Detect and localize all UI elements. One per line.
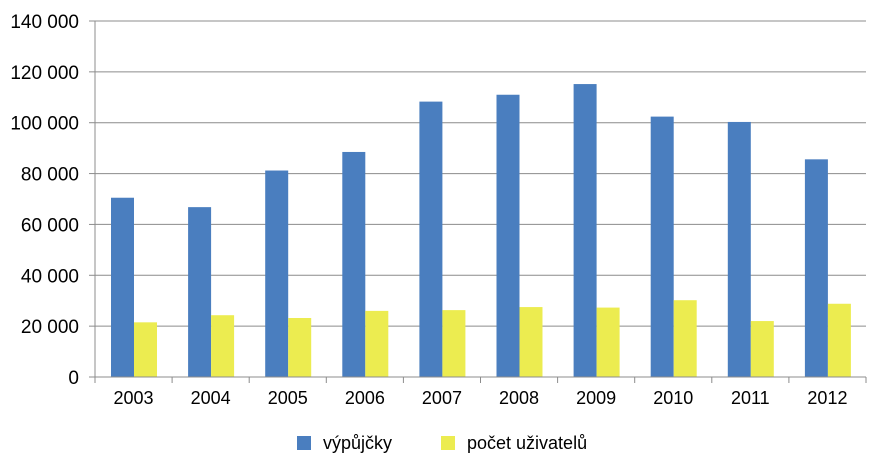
y-tick-label: 20 000 bbox=[21, 317, 79, 338]
y-tick-label: 60 000 bbox=[21, 215, 79, 236]
bar-vypujcky bbox=[727, 121, 751, 377]
bar-vypujcky bbox=[804, 159, 828, 377]
x-tick-label: 2012 bbox=[807, 388, 847, 408]
bar-vypujcky bbox=[265, 170, 289, 377]
bar-vypujcky bbox=[573, 84, 597, 377]
bar-pocet-uzivatelu bbox=[365, 310, 389, 377]
y-tick-label: 100 000 bbox=[10, 114, 79, 135]
y-tick-label: 40 000 bbox=[21, 266, 79, 287]
x-tick-label: 2009 bbox=[576, 388, 616, 408]
x-tick-label: 2008 bbox=[499, 388, 539, 408]
bar-vypujcky bbox=[342, 151, 366, 377]
y-tick-label: 0 bbox=[68, 368, 79, 389]
bar-pocet-uzivatelu bbox=[134, 322, 157, 377]
x-tick-label: 2004 bbox=[191, 388, 231, 408]
legend-item: výpůjčky bbox=[297, 433, 392, 453]
legend-swatch bbox=[441, 436, 455, 450]
bar-vypujcky bbox=[111, 197, 134, 377]
bar-vypujcky bbox=[496, 94, 520, 377]
x-tick-label: 2007 bbox=[422, 388, 462, 408]
axes bbox=[89, 20, 867, 383]
gridlines bbox=[95, 20, 866, 327]
legend: výpůjčky počet uživatelů bbox=[297, 433, 587, 453]
bar-pocet-uzivatelu bbox=[211, 315, 235, 377]
bar-pocet-uzivatelu bbox=[673, 300, 697, 377]
x-tick-label: 2005 bbox=[268, 388, 308, 408]
bar-pocet-uzivatelu bbox=[750, 321, 774, 377]
bar-pocet-uzivatelu bbox=[596, 307, 620, 377]
y-tick-label: 140 000 bbox=[10, 12, 79, 33]
bar-pocet-uzivatelu bbox=[827, 303, 851, 377]
bars bbox=[111, 84, 851, 378]
bar-pocet-uzivatelu bbox=[519, 307, 543, 377]
legend-label: počet uživatelů bbox=[467, 433, 587, 453]
bar-vypujcky bbox=[188, 207, 212, 377]
y-tick-label: 120 000 bbox=[10, 63, 79, 84]
x-tick-label: 2006 bbox=[345, 388, 385, 408]
legend-swatch bbox=[297, 436, 311, 450]
x-axis-tick-labels: 2003 2004 2005 2006 2007 2008 2009 2010 2011 2012 bbox=[114, 388, 848, 408]
legend-item: počet uživatelů bbox=[441, 433, 587, 453]
y-tick-label: 80 000 bbox=[21, 165, 79, 186]
bar-pocet-uzivatelu bbox=[442, 310, 466, 377]
bar-pocet-uzivatelu bbox=[288, 318, 312, 377]
bar-vypujcky bbox=[419, 101, 443, 377]
x-tick-label: 2011 bbox=[731, 388, 770, 408]
legend-label: výpůjčky bbox=[323, 433, 392, 453]
x-tick-label: 2003 bbox=[114, 388, 154, 408]
x-tick-label: 2010 bbox=[653, 388, 693, 408]
bar-vypujcky bbox=[650, 116, 674, 378]
y-axis-tick-labels: 0 20 000 40 000 60 000 80 000 100 000 120 000 1… bbox=[10, 12, 79, 389]
